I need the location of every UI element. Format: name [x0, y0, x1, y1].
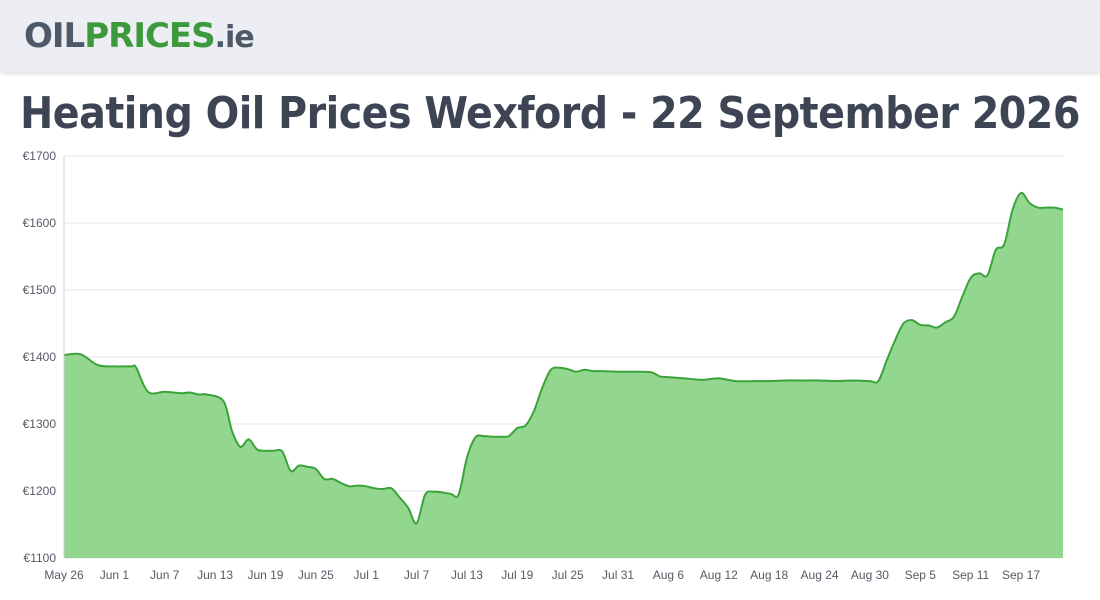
x-tick-label: Aug 18 [750, 568, 788, 582]
logo-part-oil: OIL [24, 16, 85, 56]
x-tick-label: Aug 12 [700, 568, 738, 582]
y-tick-label: €1600 [23, 216, 57, 230]
x-tick-label: Aug 30 [851, 568, 889, 582]
x-tick-label: Jul 19 [501, 568, 533, 582]
y-axis-labels: €1100 €1200 €1300 €1400 €1500 €1600 €1700 [23, 149, 57, 565]
x-axis-labels: May 26 Jun 1 Jun 7 Jun 13 Jun 19 Jun 25 Jul 1 J… [44, 568, 1040, 582]
x-tick-label: Jun 7 [150, 568, 180, 582]
price-line [63, 191, 1064, 525]
y-tick-label: €1300 [23, 417, 57, 431]
x-tick-label: Jul 31 [602, 568, 634, 582]
x-tick-label: Sep 17 [1002, 568, 1040, 582]
x-tick-label: Aug 24 [801, 568, 839, 582]
x-tick-label: Jun 1 [100, 568, 130, 582]
site-header: OILPRICES.ie [0, 0, 1100, 72]
price-area [64, 192, 1063, 558]
x-tick-label: Jun 19 [247, 568, 283, 582]
x-tick-label: Sep 11 [952, 568, 989, 582]
x-tick-label: Jun 13 [197, 568, 233, 582]
x-tick-label: Aug 6 [653, 568, 685, 582]
y-tick-label: €1200 [23, 484, 57, 498]
logo-part-domain: .ie [214, 20, 255, 55]
page-title: Heating Oil Prices Wexford - 22 Septembe… [20, 88, 1080, 139]
y-tick-label: €1400 [23, 350, 57, 364]
x-tick-label: Sep 5 [905, 568, 937, 582]
x-tick-label: May 26 [44, 568, 84, 582]
site-logo[interactable]: OILPRICES.ie [24, 16, 255, 58]
y-tick-label: €1500 [23, 283, 57, 297]
y-tick-label: €1700 [23, 149, 57, 163]
logo-part-prices: PRICES [84, 16, 215, 56]
x-tick-label: Jul 25 [552, 568, 584, 582]
y-tick-label: €1100 [24, 551, 57, 565]
x-tick-label: Jul 1 [354, 568, 380, 582]
x-tick-label: Jul 7 [404, 568, 430, 582]
x-tick-label: Jun 25 [298, 568, 334, 582]
x-tick-label: Jul 13 [451, 568, 483, 582]
